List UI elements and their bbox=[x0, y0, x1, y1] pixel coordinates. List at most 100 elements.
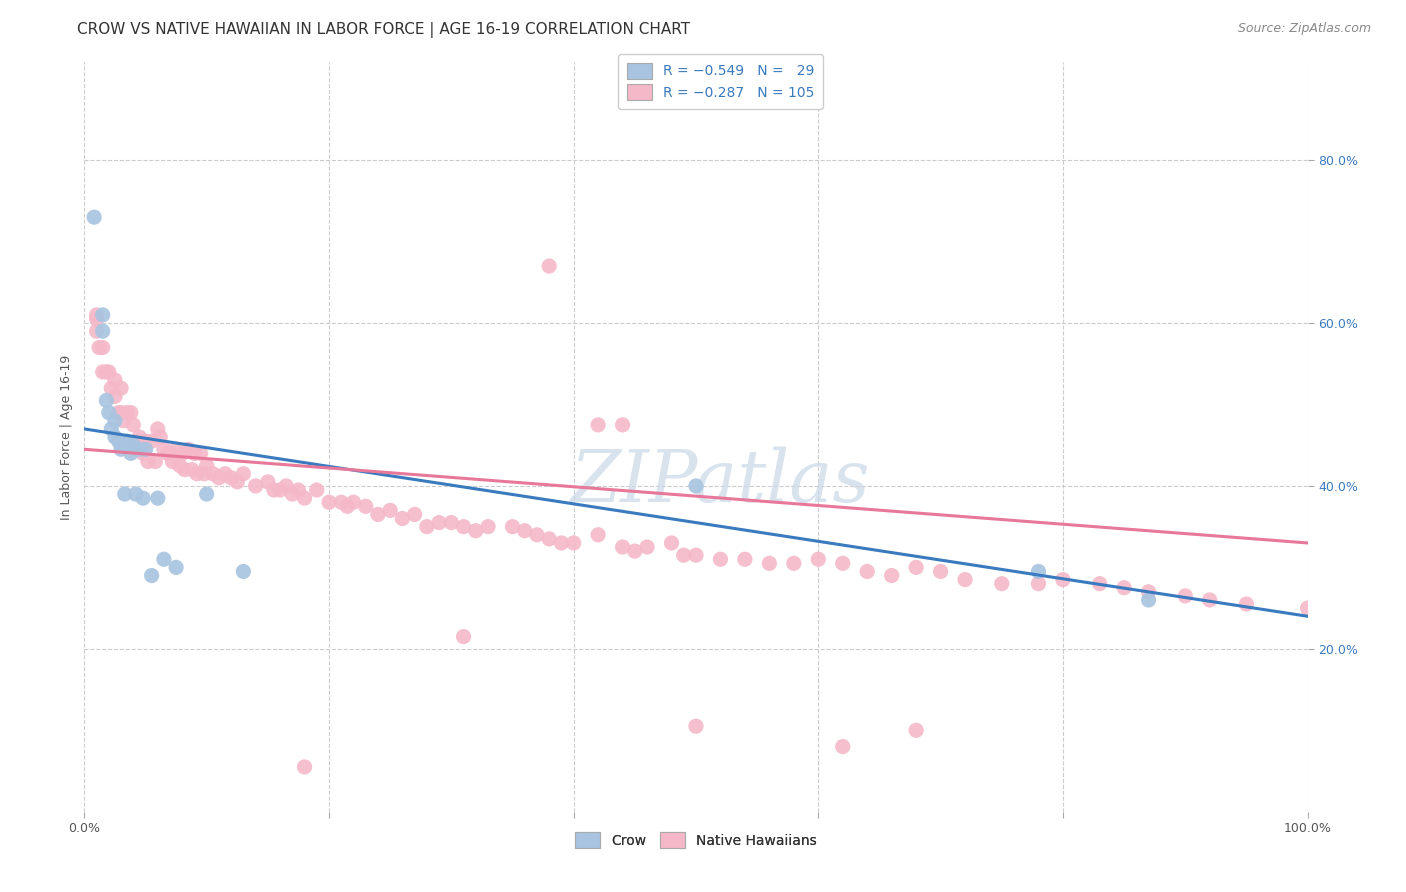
Point bbox=[685, 548, 707, 562]
Point bbox=[83, 210, 105, 224]
Point bbox=[91, 324, 114, 338]
Point bbox=[263, 483, 285, 497]
Point bbox=[177, 442, 200, 457]
Point bbox=[276, 479, 298, 493]
Point bbox=[427, 516, 450, 530]
Point bbox=[128, 442, 150, 457]
Point bbox=[685, 479, 707, 493]
Point bbox=[173, 463, 195, 477]
Point bbox=[186, 467, 208, 481]
Point bbox=[1198, 593, 1220, 607]
Point bbox=[257, 475, 280, 489]
Point bbox=[758, 557, 780, 571]
Point bbox=[149, 430, 172, 444]
Point bbox=[929, 565, 952, 579]
Point bbox=[991, 576, 1014, 591]
Point bbox=[214, 467, 236, 481]
Point bbox=[953, 573, 976, 587]
Point bbox=[91, 308, 114, 322]
Point bbox=[526, 528, 548, 542]
Point bbox=[1088, 576, 1111, 591]
Point bbox=[661, 536, 683, 550]
Point bbox=[831, 739, 853, 754]
Point bbox=[141, 568, 163, 582]
Point bbox=[110, 438, 132, 452]
Point bbox=[86, 324, 108, 338]
Point bbox=[440, 516, 463, 530]
Point bbox=[232, 467, 254, 481]
Point bbox=[122, 438, 145, 452]
Legend: Crow, Native Hawaiians: Crow, Native Hawaiians bbox=[569, 826, 823, 854]
Point bbox=[245, 479, 267, 493]
Text: CROW VS NATIVE HAWAIIAN IN LABOR FORCE | AGE 16-19 CORRELATION CHART: CROW VS NATIVE HAWAIIAN IN LABOR FORCE |… bbox=[77, 22, 690, 38]
Point bbox=[112, 438, 135, 452]
Point bbox=[294, 760, 316, 774]
Point bbox=[195, 458, 218, 473]
Point bbox=[183, 446, 205, 460]
Point bbox=[120, 446, 142, 460]
Point bbox=[156, 446, 179, 460]
Point bbox=[586, 417, 609, 432]
Point bbox=[143, 454, 166, 468]
Point bbox=[1028, 576, 1050, 591]
Point bbox=[453, 630, 475, 644]
Point bbox=[477, 519, 499, 533]
Point bbox=[122, 417, 145, 432]
Point bbox=[97, 365, 120, 379]
Point bbox=[172, 446, 194, 460]
Point bbox=[305, 483, 328, 497]
Point bbox=[538, 532, 561, 546]
Point bbox=[114, 487, 136, 501]
Point bbox=[115, 434, 138, 449]
Point bbox=[538, 259, 561, 273]
Point bbox=[91, 341, 114, 355]
Point bbox=[110, 381, 132, 395]
Point bbox=[146, 422, 169, 436]
Point bbox=[226, 475, 249, 489]
Point bbox=[685, 719, 707, 733]
Point bbox=[219, 471, 242, 485]
Point bbox=[586, 528, 609, 542]
Point bbox=[100, 381, 122, 395]
Point bbox=[624, 544, 647, 558]
Point bbox=[201, 467, 224, 481]
Point bbox=[807, 552, 830, 566]
Point bbox=[287, 483, 309, 497]
Point bbox=[86, 308, 108, 322]
Point bbox=[880, 568, 903, 582]
Point bbox=[195, 487, 218, 501]
Point bbox=[104, 389, 127, 403]
Point bbox=[636, 540, 658, 554]
Point bbox=[1174, 589, 1197, 603]
Point bbox=[153, 442, 176, 457]
Text: Source: ZipAtlas.com: Source: ZipAtlas.com bbox=[1237, 22, 1371, 36]
Point bbox=[502, 519, 524, 533]
Point bbox=[87, 341, 110, 355]
Point bbox=[294, 491, 316, 505]
Point bbox=[1028, 565, 1050, 579]
Point bbox=[391, 511, 413, 525]
Point bbox=[318, 495, 340, 509]
Point bbox=[100, 422, 122, 436]
Point bbox=[404, 508, 426, 522]
Point bbox=[269, 483, 291, 497]
Point bbox=[104, 414, 127, 428]
Point bbox=[135, 442, 157, 457]
Point bbox=[107, 406, 129, 420]
Point bbox=[464, 524, 486, 538]
Point bbox=[165, 560, 187, 574]
Point bbox=[190, 446, 212, 460]
Point bbox=[905, 723, 928, 738]
Point bbox=[1236, 597, 1258, 611]
Point bbox=[104, 430, 127, 444]
Point bbox=[612, 540, 634, 554]
Point bbox=[115, 406, 138, 420]
Point bbox=[169, 458, 191, 473]
Point bbox=[136, 454, 159, 468]
Point bbox=[281, 487, 304, 501]
Point bbox=[110, 442, 132, 457]
Point bbox=[612, 417, 634, 432]
Point bbox=[181, 463, 204, 477]
Point bbox=[856, 565, 879, 579]
Point bbox=[783, 557, 806, 571]
